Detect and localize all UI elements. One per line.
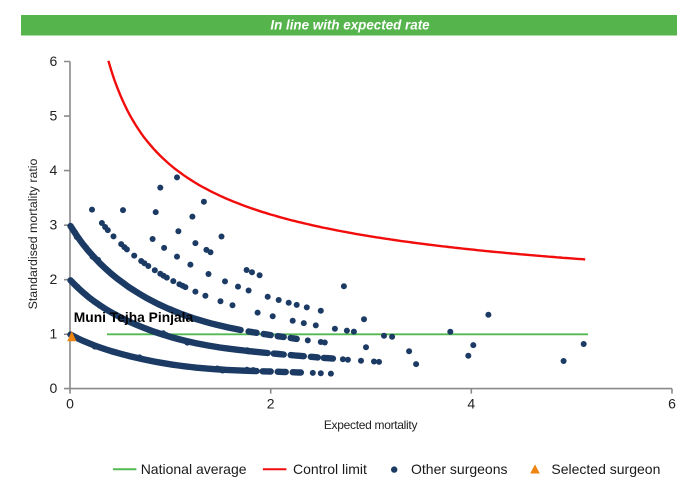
svg-text:3: 3	[50, 217, 58, 233]
svg-text:1: 1	[50, 326, 58, 342]
svg-text:Other surgeons: Other surgeons	[411, 461, 508, 477]
svg-text:4: 4	[50, 162, 58, 178]
svg-text:2: 2	[50, 271, 58, 287]
svg-text:0: 0	[50, 380, 58, 396]
svg-text:4: 4	[467, 396, 475, 412]
svg-text:6: 6	[50, 53, 58, 69]
svg-text:6: 6	[668, 396, 676, 412]
svg-text:Expected mortality: Expected mortality	[324, 418, 418, 432]
svg-text:Muni Tejha Pinjala: Muni Tejha Pinjala	[74, 310, 194, 325]
svg-text:Standardised mortality ratio: Standardised mortality ratio	[26, 158, 40, 309]
svg-text:Selected surgeon: Selected surgeon	[551, 461, 660, 477]
svg-text:In line with expected rate: In line with expected rate	[270, 18, 430, 33]
svg-text:National average: National average	[141, 461, 247, 477]
svg-text:Control limit: Control limit	[293, 461, 367, 477]
svg-text:2: 2	[267, 396, 275, 412]
svg-text:5: 5	[50, 107, 58, 123]
svg-text:0: 0	[66, 396, 74, 412]
